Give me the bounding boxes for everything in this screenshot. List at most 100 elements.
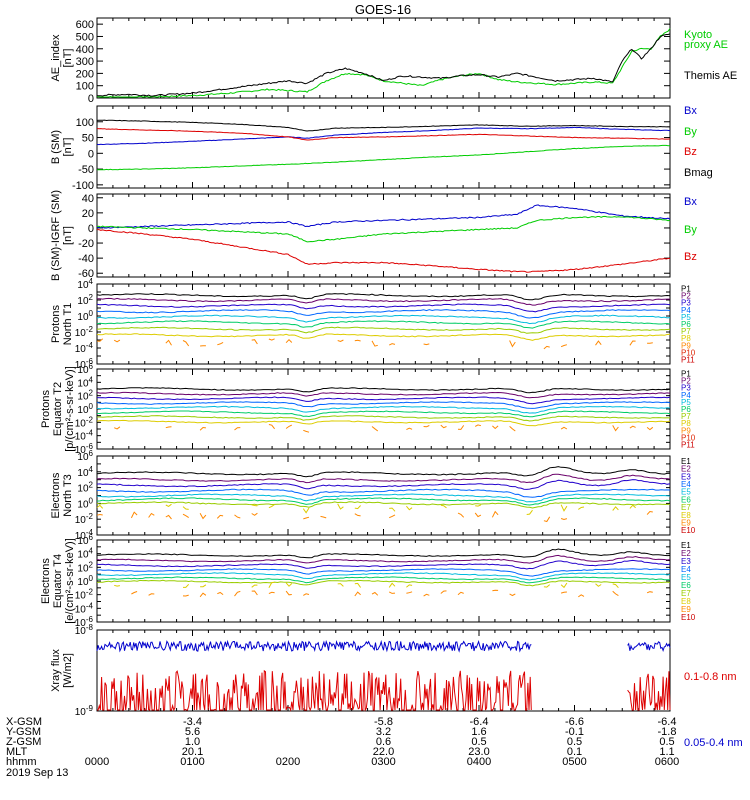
bsm-frame	[96, 105, 671, 189]
pe-channel-p9	[560, 426, 568, 430]
pe-ytick-label: 10-2	[75, 415, 94, 429]
ephemeris-value: 1.6	[471, 726, 486, 738]
ee-channel-e9	[303, 593, 310, 596]
pn-channel-p9	[595, 340, 602, 346]
ae-ytick-label: 500	[76, 31, 94, 43]
bigrf-ytick-label: 20	[82, 208, 94, 220]
bigrf-series-by	[96, 215, 671, 243]
ephemeris-value: -6.4	[658, 716, 677, 728]
pe-channel-p9	[234, 427, 241, 431]
en-ytick-label: 10-2	[75, 512, 94, 526]
en-channel-e9	[130, 511, 138, 519]
ee-channel-e3	[96, 559, 671, 570]
ephemeris-value: -1.8	[658, 726, 677, 738]
ee-channel-e8	[268, 581, 275, 588]
en-channel-e8	[440, 504, 447, 509]
en-channel-e9	[388, 514, 396, 519]
pn-ytick-label: 102	[77, 293, 93, 307]
hhmm-tick-label: 0500	[562, 756, 586, 768]
pn-channel-p9	[268, 338, 275, 341]
ee-channel-label: E6	[681, 581, 691, 590]
ee-channel-e9	[492, 589, 499, 592]
ee-channel-e6	[96, 576, 670, 584]
pe-channel-p5	[96, 405, 671, 414]
ee-ytick-label: 106	[77, 533, 93, 547]
en-channel-e9	[491, 510, 499, 518]
ee-channel-label: E4	[681, 565, 691, 574]
pn-ytick-label: 104	[77, 277, 93, 291]
ee-channel-label: E2	[681, 549, 691, 558]
en-channel-e9	[96, 513, 103, 516]
en-channel-e4	[97, 488, 671, 498]
pe-channel-p9	[509, 426, 516, 432]
en-channel-e7	[96, 501, 671, 509]
ee-channel-e8	[200, 584, 207, 588]
pe-channel-p9	[406, 427, 413, 431]
pe-channel-p9	[612, 425, 619, 432]
ephemeris-row-label: Z-GSM	[6, 736, 41, 748]
pe-channel-label: P5	[681, 398, 691, 407]
pn-channel-p9	[388, 343, 396, 346]
en-channel-label: E6	[681, 495, 691, 504]
en-channel-e5	[96, 493, 671, 503]
ephemeris-value: -5.8	[374, 716, 393, 728]
ae-legend-entry: Themis AE	[684, 70, 737, 82]
ae-ytick-label: 0	[88, 93, 94, 105]
pe-channel-p9	[371, 426, 379, 432]
pe-channel-p3	[96, 396, 671, 405]
en-channel-e2	[96, 473, 671, 484]
pn-ytick-label: 10-2	[75, 325, 94, 339]
hhmm-tick-label: 0600	[655, 756, 679, 768]
pe-ytick-label: 10-4	[75, 429, 94, 443]
en-ytick-label: 102	[77, 481, 93, 495]
bsm-series-bz	[96, 128, 671, 141]
ee-channel-e9	[354, 591, 361, 597]
pn-channel-label: P1	[681, 285, 691, 294]
ee-channel-e9	[457, 591, 464, 596]
ephemeris-value: 0.5	[567, 736, 582, 748]
ephemeris-value: 3.2	[376, 726, 391, 738]
pn-channel-p9	[371, 340, 378, 347]
ee-ylabel: Equator T4	[52, 554, 64, 608]
pe-channel-label: P9	[681, 426, 691, 435]
pe-channel-label: P11	[681, 440, 695, 449]
xray-series	[96, 639, 532, 653]
bigrf-legend-entry: By	[684, 224, 697, 236]
xray-ytick-label: 10-9	[75, 704, 94, 718]
en-channel-e9	[216, 514, 224, 519]
ee-channel-e2	[96, 554, 671, 564]
hhmm-tick-label: 0000	[85, 756, 109, 768]
pn-ylabel: Protons	[50, 305, 62, 343]
pn-channel-p9	[337, 339, 344, 343]
ee-channel-e9	[251, 590, 258, 596]
ephemeris-value: -6.6	[565, 716, 584, 728]
hhmm-tick-label: 0200	[276, 756, 300, 768]
en-channel-e9	[165, 514, 172, 520]
bsm-ylabel: [nT]	[62, 138, 74, 157]
ee-channel-e8	[560, 582, 568, 589]
pn-channel-p6	[96, 320, 671, 329]
ee-channel-e8	[337, 583, 344, 587]
en-channel-e8	[182, 506, 189, 510]
ephemeris-value: -6.4	[470, 716, 489, 728]
ee-channel-e9	[371, 591, 379, 596]
ee-channel-e9	[199, 592, 207, 598]
hhmm-tick-label: 0400	[467, 756, 491, 768]
bsm-ytick-label: 50	[82, 133, 94, 145]
bigrf-ylabel: [nT]	[62, 226, 74, 245]
ae-ytick-label: 600	[76, 19, 94, 31]
ee-channel-label: E9	[681, 605, 691, 614]
en-ytick-label: 100	[77, 496, 93, 510]
xray-ylabel: [W/m2]	[62, 653, 74, 688]
ee-ytick-label: 10-4	[75, 601, 94, 615]
ephemeris-value: 22.0	[373, 746, 394, 758]
pn-channel-label: P7	[681, 327, 691, 336]
ee-ylabel: [e/(cm²-s-sr-keV)]	[64, 538, 76, 624]
ephemeris-row-label: Y-GSM	[6, 726, 41, 738]
bsm-ytick-label: -100	[72, 180, 94, 192]
pe-channel-p1	[96, 387, 671, 394]
pe-ylabel: Equator T2	[52, 382, 64, 436]
en-channel-e8	[268, 504, 275, 509]
